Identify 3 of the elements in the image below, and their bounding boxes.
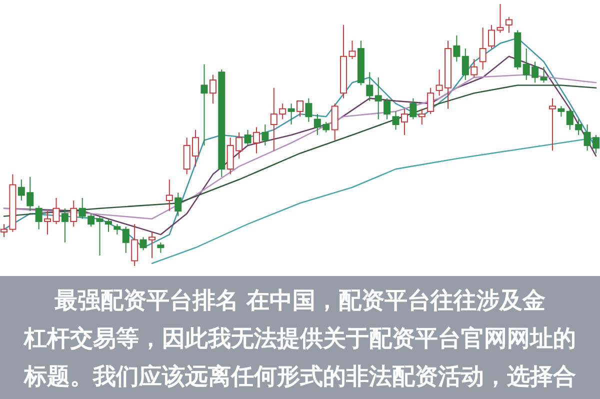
- text: 杠杆交易等，因此我无法提供关于配资平台官网网址的: [23, 325, 576, 352]
- text: 最强配资平台排名 在中国，配资平台往往涉及金: [53, 288, 546, 314]
- text: 标题。我们应该远离任何形式的非法配资活动，选择合: [23, 363, 576, 390]
